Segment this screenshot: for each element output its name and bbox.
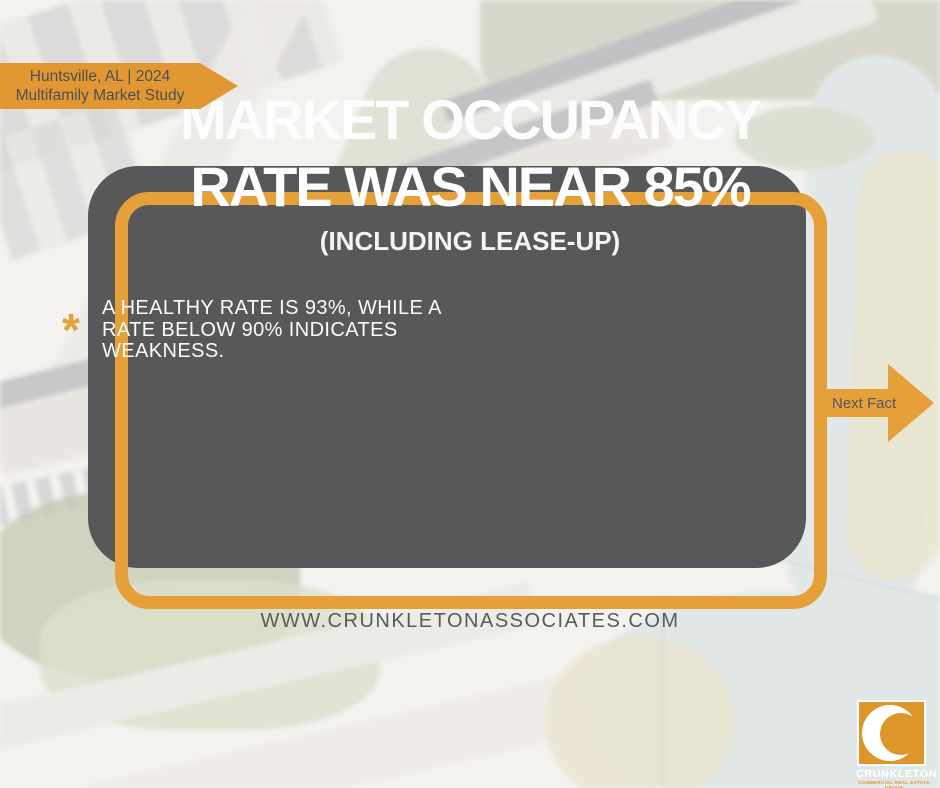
- bg-utility-pole: [661, 598, 664, 788]
- bg-pond-small: [735, 106, 875, 170]
- banner-arrow-point-icon: [200, 63, 238, 109]
- bg-shore-bottom: [545, 636, 735, 788]
- arrow-right-icon[interactable]: [888, 364, 934, 442]
- headline-subtitle: (INCLUDING LEASE-UP): [319, 226, 621, 256]
- banner-location-text: Huntsville, AL | 2024: [29, 68, 171, 85]
- logo-c-icon: [857, 700, 926, 766]
- fact-card: [88, 166, 806, 568]
- fact-card-content: MARKET OCCUPANCY RATE WAS NEAR 85% (INCL…: [0, 86, 940, 256]
- banner-study-text: Multifamily Market Study: [15, 87, 185, 104]
- logo-tagline: COMMERCIAL REAL ESTATE GROUP: [858, 780, 930, 788]
- footnote-line-2: RATE BELOW 90% INDICATES: [102, 318, 398, 341]
- footnote-line-3: WEAKNESS.: [102, 340, 225, 362]
- headline-line-1: MARKET OCCUPANCY: [180, 88, 762, 151]
- website-url[interactable]: WWW.CRUNKLETONASSOCIATES.COM: [260, 610, 680, 632]
- footnote: * A HEALTHY RATE IS 93%, WHILE A RATE BE…: [62, 297, 442, 363]
- headline-line-2: RATE WAS NEAR 85%: [190, 155, 751, 218]
- orange-frame: [115, 192, 827, 609]
- location-banner: Huntsville, AL | 2024 Multifamily Market…: [0, 63, 200, 109]
- logo-company-name: CRUNKLETON: [856, 768, 938, 780]
- logo-c-inner-circle: [880, 713, 922, 755]
- asterisk-icon: *: [62, 304, 80, 357]
- next-fact-label[interactable]: Next Fact: [832, 395, 897, 412]
- footnote-text: A HEALTHY RATE IS 93%, WHILE A RATE BELO…: [102, 297, 442, 363]
- company-logo[interactable]: CRUNKLETON COMMERCIAL REAL ESTATE GROUP: [856, 700, 938, 788]
- footnote-line-1: A HEALTHY RATE IS 93%, WHILE A: [102, 297, 442, 319]
- next-fact-arrow-shaft[interactable]: [820, 389, 890, 417]
